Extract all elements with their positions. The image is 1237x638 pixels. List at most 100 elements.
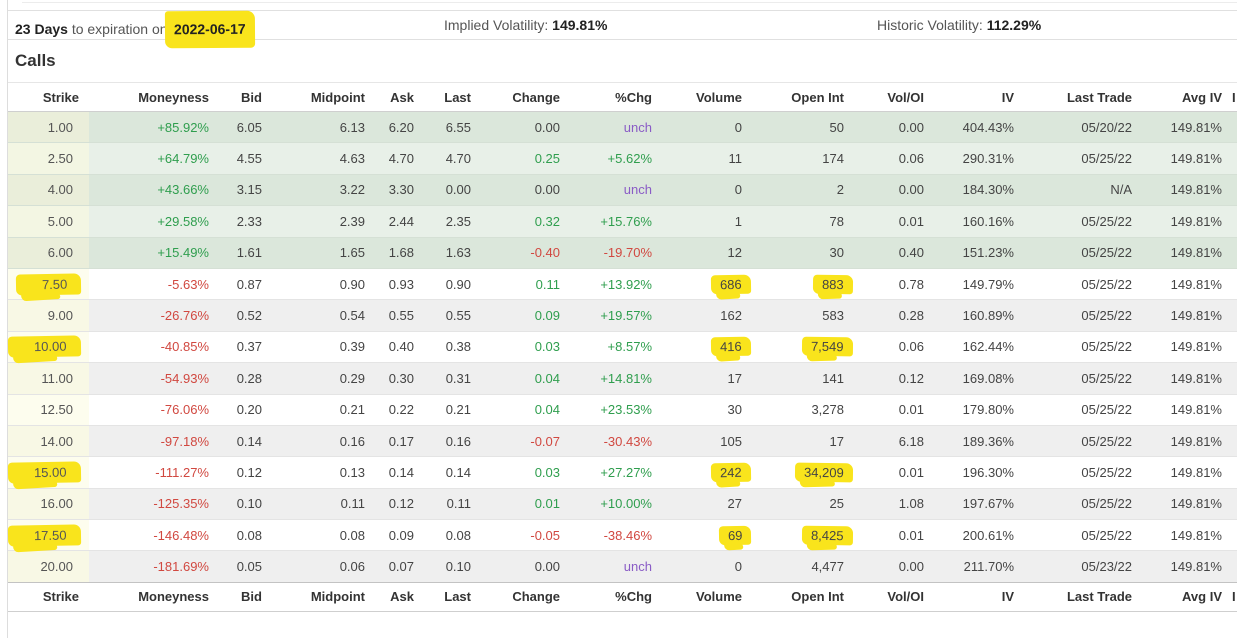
historic-volatility-value: 112.29% [986,17,1042,33]
cell-moneyness: -181.69% [89,550,219,583]
cell-change: -0.40 [481,237,570,269]
cell-open-int: 8,425 [752,519,854,552]
cell-last-trade: N/A [1024,174,1142,207]
table-row: 15.00 -111.27% 0.12 0.13 0.14 0.14 0.03 +27.27%… [8,456,1237,489]
cell-bid: 6.05 [219,111,272,144]
marker-highlight: 7,549 [802,337,854,357]
cell-midpoint: 3.22 [272,174,375,207]
cell-vol-oi: 0.01 [854,205,934,238]
cell-bid: 3.15 [219,174,272,207]
header-last: Last [424,581,481,612]
table-row: 2.50 +64.79% 4.55 4.63 4.70 4.70 0.25 +5.62% 11 1… [8,142,1237,175]
cell-vol-oi: 0.06 [854,142,934,175]
cell-strike: 9.00 [8,299,89,332]
cell-bid: 0.28 [219,362,272,395]
cell-pchg: +27.27% [570,456,662,489]
expiration-date-highlight: 2022-06-17 [165,10,256,49]
cell-open-int: 17 [752,425,854,458]
cell-iv: 160.16% [934,205,1024,238]
cell-ask: 0.12 [375,488,424,521]
cell-pchg: -38.46% [570,519,662,552]
expiration-date: 2022-06-17 [174,20,247,38]
cell-avg-iv: 149.81% [1142,205,1232,238]
cell-iv: 179.80% [934,394,1024,426]
cell-midpoint: 0.90 [272,268,375,301]
cell-ask: 0.09 [375,519,424,552]
cell-last-trade: 05/25/22 [1024,142,1142,175]
cell-bid: 1.61 [219,237,272,269]
cell-midpoint: 2.39 [272,205,375,238]
header-volume: Volume [662,581,752,612]
cell-overflow [1232,268,1237,301]
cell-pchg: +13.92% [570,268,662,301]
cell-bid: 0.52 [219,299,272,332]
cell-moneyness: -146.48% [89,519,219,552]
cell-vol-oi: 0.78 [854,268,934,301]
table-row: 9.00 -26.76% 0.52 0.54 0.55 0.55 0.09 +19.57% 16… [8,299,1237,332]
cell-avg-iv: 149.81% [1142,394,1232,426]
cell-open-int: 34,209 [752,456,854,489]
table-row: 11.00 -54.93% 0.28 0.29 0.30 0.31 0.04 +14.81% 1… [8,362,1237,395]
cell-change: 0.11 [481,268,570,301]
cell-change: 0.03 [481,331,570,364]
cell-last-trade: 05/25/22 [1024,205,1142,238]
cell-overflow [1232,205,1237,238]
cell-midpoint: 0.29 [272,362,375,395]
cell-strike: 1.00 [8,111,89,144]
cell-avg-iv: 149.81% [1142,142,1232,175]
cell-overflow [1232,142,1237,175]
cell-pchg: +8.57% [570,331,662,364]
cell-moneyness: +29.58% [89,205,219,238]
cell-iv: 196.30% [934,456,1024,489]
header-avg-iv: Avg IV [1142,581,1232,612]
cell-overflow [1232,299,1237,332]
cell-last-trade: 05/25/22 [1024,425,1142,458]
cell-change: 0.00 [481,174,570,207]
cell-midpoint: 0.39 [272,331,375,364]
cell-change: 0.09 [481,299,570,332]
cell-moneyness: -97.18% [89,425,219,458]
table-header: Strike Moneyness Bid Midpoint Ask Last Change%… [8,83,1237,112]
cell-vol-oi: 6.18 [854,425,934,458]
header-last-trade: Last Trade [1024,83,1142,112]
cell-bid: 0.05 [219,550,272,583]
marker-highlight: 17.50 [8,524,82,547]
cell-moneyness: +85.92% [89,111,219,144]
cell-overflow [1232,362,1237,395]
cell-vol-oi: 1.08 [854,488,934,521]
header-overflow-partial: I [1232,581,1237,612]
cell-last: 0.10 [424,550,481,583]
cell-ask: 0.14 [375,456,424,489]
cell-midpoint: 0.21 [272,394,375,426]
header-iv: IV [934,581,1024,612]
cell-volume: 416 [662,331,752,364]
cell-volume: 105 [662,425,752,458]
cell-midpoint: 1.65 [272,237,375,269]
cell-overflow [1232,550,1237,583]
cell-last-trade: 05/23/22 [1024,550,1142,583]
cell-iv: 184.30% [934,174,1024,207]
cell-ask: 0.17 [375,425,424,458]
header-row: Strike Moneyness Bid Midpoint Ask Last Change%… [8,581,1237,612]
cell-moneyness: -26.76% [89,299,219,332]
cell-last: 0.38 [424,331,481,364]
cell-midpoint: 0.16 [272,425,375,458]
cell-strike: 5.00 [8,205,89,238]
cell-last: 0.08 [424,519,481,552]
cell-iv: 169.08% [934,362,1024,395]
marker-highlight: 7.50 [15,273,82,296]
header-moneyness: Moneyness [89,581,219,612]
cell-strike: 7.50 [8,268,89,301]
cell-bid: 0.08 [219,519,272,552]
cell-volume: 1 [662,205,752,238]
table-row: 20.00 -181.69% 0.05 0.06 0.07 0.10 0.00 unch 0 4,… [8,550,1237,583]
cell-ask: 4.70 [375,142,424,175]
header-change: Change [481,83,570,112]
cell-pchg: -30.43% [570,425,662,458]
cell-bid: 0.14 [219,425,272,458]
cell-change: 0.00 [481,111,570,144]
expiration-text: to expiration on [71,21,168,37]
header-change: Change [481,581,570,612]
cell-volume: 11 [662,142,752,175]
cell-bid: 0.10 [219,488,272,521]
